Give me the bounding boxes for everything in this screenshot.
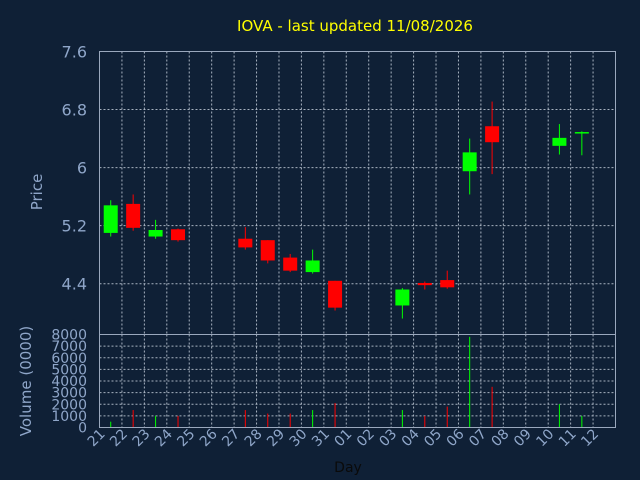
y-axis-label: Price <box>28 174 46 211</box>
volume-tick-label: 6000 <box>51 351 87 367</box>
x-tick-label: 28 <box>242 426 266 450</box>
volume-plot-border <box>99 334 616 428</box>
x-tick-label: 08 <box>489 426 513 450</box>
price-panel: 7.6 6.8 6 5.2 4.4 <box>62 43 616 335</box>
x-tick-label: 21 <box>85 426 109 450</box>
x-tick-label: 06 <box>444 426 468 450</box>
x-tick-label: 02 <box>354 426 378 450</box>
x-tick-label: 07 <box>466 426 490 450</box>
volume-tick-label: 4000 <box>51 374 87 390</box>
x-tick-label: 26 <box>197 426 221 450</box>
x-axis-label: Day <box>334 460 362 476</box>
x-axis-ticks: 2122232425262728293031010203040506070809… <box>85 426 602 450</box>
volume-grid <box>99 334 616 428</box>
candle-body <box>305 260 320 273</box>
volume-tick-label: 5000 <box>51 362 87 378</box>
x-tick-label: 10 <box>533 426 557 450</box>
price-tick-label: 5.2 <box>62 217 87 236</box>
volume-tick-label: 3000 <box>51 386 87 402</box>
candle-body <box>395 289 410 306</box>
price-grid <box>99 51 616 335</box>
price-tick-label: 6 <box>77 159 87 178</box>
volume-tick-label: 7000 <box>51 339 87 355</box>
candle-body <box>328 280 343 308</box>
x-tick-label: 27 <box>219 426 243 450</box>
x-tick-label: 03 <box>376 426 400 450</box>
x-tick-label: 30 <box>287 426 311 450</box>
candle-body <box>283 257 298 271</box>
candle-body <box>574 132 589 134</box>
price-plot-border <box>99 51 616 335</box>
candle-body <box>103 205 118 233</box>
x-tick-label: 04 <box>399 426 423 450</box>
x-tick-label: 01 <box>331 426 355 450</box>
volume-tick-label: 0 <box>78 421 87 437</box>
x-tick-label: 11 <box>556 426 580 450</box>
price-tick-label: 4.4 <box>62 275 87 294</box>
candle-body <box>440 280 455 288</box>
x-tick-label: 31 <box>309 426 333 450</box>
x-tick-label: 29 <box>264 426 288 450</box>
price-tick-label: 6.8 <box>62 101 87 120</box>
price-y-ticks: 7.6 6.8 6 5.2 4.4 <box>62 43 87 294</box>
x-tick-label: 09 <box>511 426 535 450</box>
candle-body <box>485 126 500 143</box>
volume-tick-label: 8000 <box>51 328 87 344</box>
candle-body <box>148 230 163 237</box>
candle-body <box>417 282 432 286</box>
volume-tick-label: 2000 <box>51 397 87 413</box>
volume-tick-label: 1000 <box>51 409 87 425</box>
volume-axis-label: Volume (0000) <box>17 326 35 436</box>
x-tick-label: 24 <box>152 426 176 450</box>
chart-title: IOVA - last updated 11/08/2026 <box>237 17 473 35</box>
volume-bars <box>110 336 583 428</box>
candle-body <box>462 152 477 172</box>
x-tick-label: 25 <box>174 426 198 450</box>
candle-body <box>238 238 253 248</box>
x-tick-label: 23 <box>130 426 154 450</box>
candles <box>103 101 589 319</box>
x-tick-label: 22 <box>107 426 131 450</box>
x-tick-label: 12 <box>578 426 602 450</box>
x-tick-label: 05 <box>421 426 445 450</box>
candle-body <box>552 137 567 146</box>
price-tick-label: 7.6 <box>62 43 87 62</box>
candle-body <box>171 229 186 241</box>
candle-body <box>126 203 141 228</box>
candle-body <box>260 240 275 261</box>
